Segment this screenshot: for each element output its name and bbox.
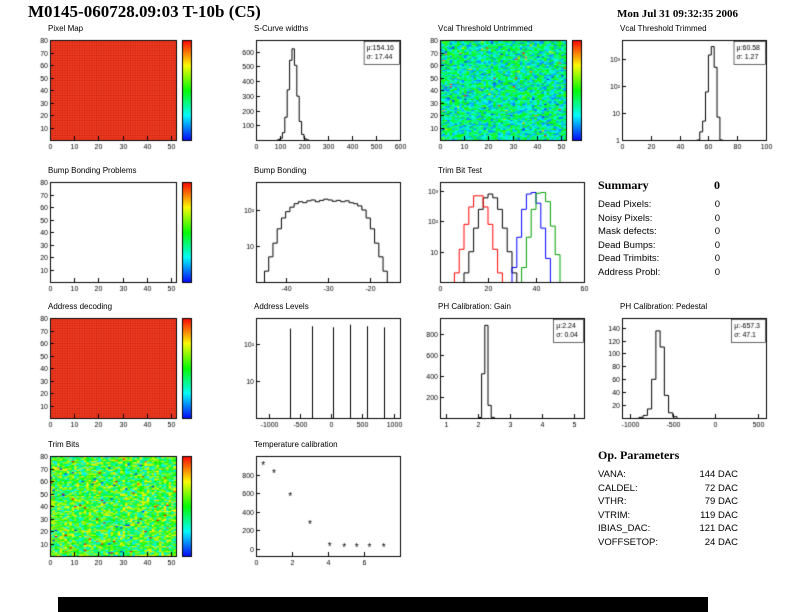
chart-title-scurve-widths: S-Curve widths [254, 24, 309, 33]
panel-ph-gain: PH Calibration: Gain [414, 302, 596, 431]
op-parameter-row: IBIAS_DAC: 121 DAC [598, 523, 738, 534]
pixel-map-chart [24, 35, 206, 153]
bump-bonding-problems-chart [24, 177, 206, 295]
ph-pedestal-chart [596, 313, 778, 431]
panel-scurve-widths: S-Curve widths [230, 24, 412, 153]
panel-vcal-untrimmed: Vcal Threshold Untrimmed [414, 24, 596, 153]
timestamp: Mon Jul 31 09:32:35 2006 [617, 8, 738, 20]
chart-title-ph-gain: PH Calibration: Gain [438, 302, 511, 311]
summary-row: Mask defects: 0 [598, 226, 720, 237]
temperature-calibration-chart [230, 451, 412, 569]
chart-title-vcal-trimmed: Vcal Threshold Trimmed [620, 24, 707, 33]
panel-pixel-map: Pixel Map [24, 24, 206, 153]
chart-title-address-levels: Address Levels [254, 302, 309, 311]
panel-bump-bonding: Bump Bonding [230, 166, 412, 295]
op-parameter-row: VANA: 144 DAC [598, 469, 738, 480]
panel-trim-bits: Trim Bits [24, 440, 206, 569]
chart-title-ph-pedestal: PH Calibration: Pedestal [620, 302, 708, 311]
scurve-widths-chart [230, 35, 412, 153]
op-parameter-row: CALDEL: 72 DAC [598, 482, 738, 494]
chart-title-bump-bonding: Bump Bonding [254, 166, 307, 175]
summary-row: Address Probl: 0 [598, 266, 720, 278]
op-parameter-row: VTHR: 79 DAC [598, 496, 738, 507]
chart-title-bump-bonding-problems: Bump Bonding Problems [48, 166, 137, 175]
page-title: M0145-060728.09:03 T-10b (C5) [28, 2, 261, 21]
address-levels-chart [230, 313, 412, 431]
op-parameter-row: VTRIM: 119 DAC [598, 509, 738, 521]
summary-heading-label: Summary [598, 178, 649, 192]
panel-temperature-calibration: Temperature calibration [230, 440, 412, 569]
vcal-trimmed-chart [596, 35, 778, 153]
panel-address-levels: Address Levels [230, 302, 412, 431]
panel-address-decoding: Address decoding [24, 302, 206, 431]
chart-title-trim-bit-test: Trim Bit Test [438, 166, 483, 175]
op-parameters-heading: Op. Parameters [598, 448, 680, 462]
summary-row: Dead Pixels: 0 [598, 199, 720, 210]
panel-ph-pedestal: PH Calibration: Pedestal [596, 302, 778, 431]
panel-vcal-trimmed: Vcal Threshold Trimmed [596, 24, 778, 153]
chart-title-trim-bits: Trim Bits [48, 440, 80, 449]
chart-title-address-decoding: Address decoding [48, 302, 113, 311]
bump-bonding-chart [230, 177, 412, 295]
summary-row: Noisy Pixels: 0 [598, 212, 720, 224]
summary-heading-value: 0 [714, 178, 720, 192]
op-parameter-row: VOFFSETOP: 24 DAC [598, 536, 738, 548]
panel-bump-bonding-problems: Bump Bonding Problems [24, 166, 206, 295]
trim-bit-test-chart [414, 177, 596, 295]
chart-title-temperature-calibration: Temperature calibration [254, 440, 338, 449]
chart-title-pixel-map: Pixel Map [48, 24, 84, 33]
panel-trim-bit-test: Trim Bit Test [414, 166, 596, 295]
summary-row: Dead Bumps: 0 [598, 239, 720, 251]
summary-heading: Summary 0 [598, 178, 720, 193]
summary-block: Summary 0 Dead Pixels: 0 Noisy Pixels: 0 M… [598, 178, 720, 279]
bottom-bar [58, 597, 708, 612]
address-decoding-chart [24, 313, 206, 431]
trim-bits-chart [24, 451, 206, 569]
chart-title-vcal-untrimmed: Vcal Threshold Untrimmed [438, 24, 533, 33]
vcal-untrimmed-chart [414, 35, 596, 153]
ph-gain-chart [414, 313, 596, 431]
summary-row: Dead Trimbits: 0 [598, 253, 720, 264]
op-parameters-block: Op. Parameters VANA: 144 DAC CALDEL: 72 DA… [598, 448, 738, 549]
